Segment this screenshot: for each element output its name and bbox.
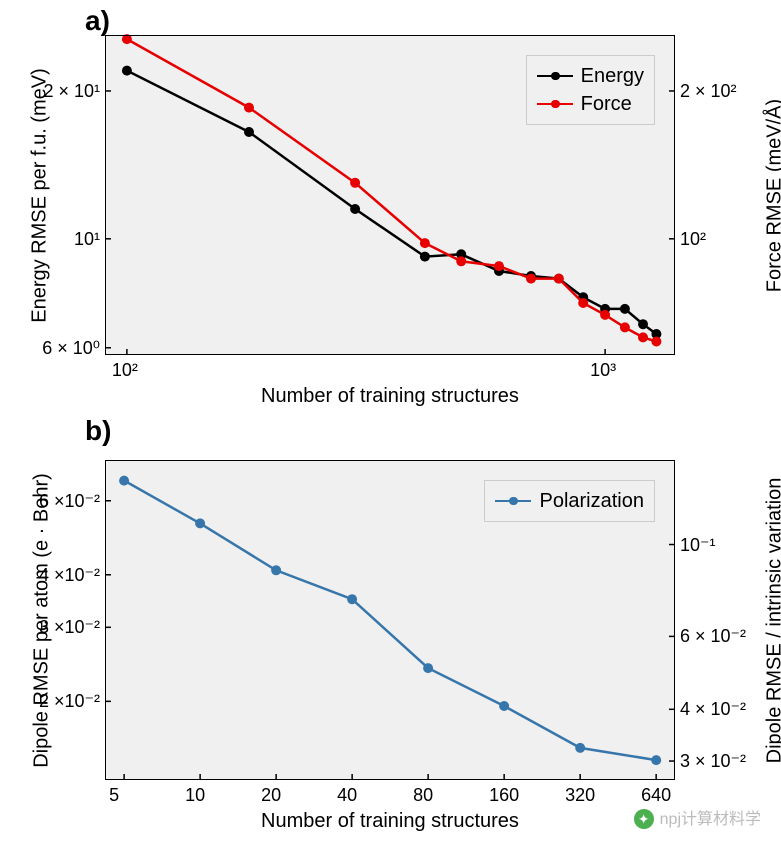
- y1tick-label: 6 ×10⁻²: [39, 491, 100, 512]
- subplot-b: .legend-line.dot::after{background:inher…: [105, 460, 675, 780]
- xtick-label: 20: [261, 785, 281, 806]
- y1tick-label: 3 ×10⁻²: [39, 617, 100, 638]
- y1tick-label: 4 ×10⁻²: [39, 565, 100, 586]
- xtick-label: 80: [413, 785, 433, 806]
- y1tick-label: 2 × 10¹: [43, 81, 100, 102]
- xtick-label: 10: [185, 785, 205, 806]
- y2tick-label: 10²: [680, 229, 706, 250]
- chart-b-y2label: Dipole RMSE / intrinsic variation: [764, 451, 781, 791]
- y2tick-label: 10⁻¹: [680, 535, 716, 556]
- wechat-icon: ✦: [634, 809, 654, 829]
- xtick-label: 5: [109, 785, 119, 806]
- y1tick-label: 2 ×10⁻²: [39, 691, 100, 712]
- subplot-a: .legend-line.dot::after{background:inher…: [105, 35, 675, 355]
- xtick-label: 10³: [590, 360, 616, 381]
- figure-root: a) b) .legend-line.dot::after{background…: [0, 0, 781, 849]
- chart-b-legend: .legend-line.dot::after{background:inher…: [484, 480, 655, 522]
- chart-a-y2label: Force RMSE (meV/Å): [764, 36, 781, 356]
- panel-b-label: b): [85, 415, 111, 447]
- y1tick-label: 6 × 10⁰: [42, 338, 100, 359]
- chart-b-xlabel: Number of training structures: [105, 810, 675, 833]
- chart-a-xlabel: Number of training structures: [105, 385, 675, 408]
- watermark: ✦npj计算材料学: [634, 805, 761, 829]
- y2tick-label: 6 × 10⁻²: [680, 626, 746, 647]
- xtick-label: 640: [641, 785, 671, 806]
- legend-entry: .legend-line.dot::after{background:inher…: [495, 487, 644, 515]
- chart-a-legend: .legend-line.dot::after{background:inher…: [526, 55, 655, 125]
- xtick-label: 320: [565, 785, 595, 806]
- y2tick-label: 3 × 10⁻²: [680, 751, 746, 772]
- y2tick-label: 4 × 10⁻²: [680, 699, 746, 720]
- y2tick-label: 2 × 10²: [680, 81, 737, 102]
- legend-entry: .legend-line.dot::after{background:inher…: [537, 90, 644, 118]
- y1tick-label: 10¹: [74, 229, 100, 250]
- xtick-label: 10²: [112, 360, 138, 381]
- xtick-label: 160: [489, 785, 519, 806]
- panel-a-label: a): [85, 5, 110, 37]
- legend-entry: .legend-line.dot::after{background:inher…: [537, 62, 644, 90]
- xtick-label: 40: [337, 785, 357, 806]
